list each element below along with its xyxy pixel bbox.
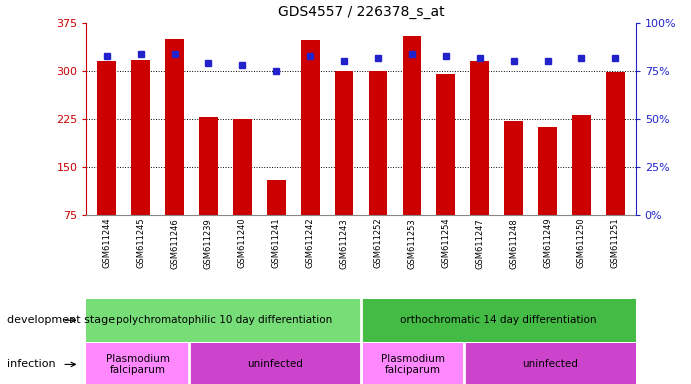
Bar [301,40,319,263]
Bar [464,343,636,384]
Bar [403,36,422,263]
Bar [437,74,455,263]
Title: GDS4557 / 226378_s_at: GDS4557 / 226378_s_at [278,5,444,19]
Text: Plasmodium
falciparum: Plasmodium falciparum [106,354,170,375]
Bar [189,343,361,384]
Text: polychromatophilic 10 day differentiation: polychromatophilic 10 day differentiatio… [115,315,332,325]
Text: infection: infection [7,359,55,369]
Bar [233,119,252,263]
Text: uninfected: uninfected [522,359,578,369]
Text: orthochromatic 14 day differentiation: orthochromatic 14 day differentiation [400,315,596,325]
Bar [334,71,353,263]
Text: uninfected: uninfected [247,359,303,369]
Bar [165,39,184,263]
Bar [572,114,591,263]
Bar [86,299,361,342]
Bar [361,299,636,342]
Bar [267,180,285,263]
Bar [199,117,218,263]
Text: development stage: development stage [7,315,115,325]
Bar [97,61,116,263]
Bar [606,72,625,263]
Bar [538,127,557,263]
Bar [361,343,464,384]
Text: Plasmodium
falciparum: Plasmodium falciparum [381,354,444,375]
Bar [369,71,388,263]
Bar [504,121,523,263]
Bar [86,343,189,384]
Bar [131,60,150,263]
Bar [471,61,489,263]
